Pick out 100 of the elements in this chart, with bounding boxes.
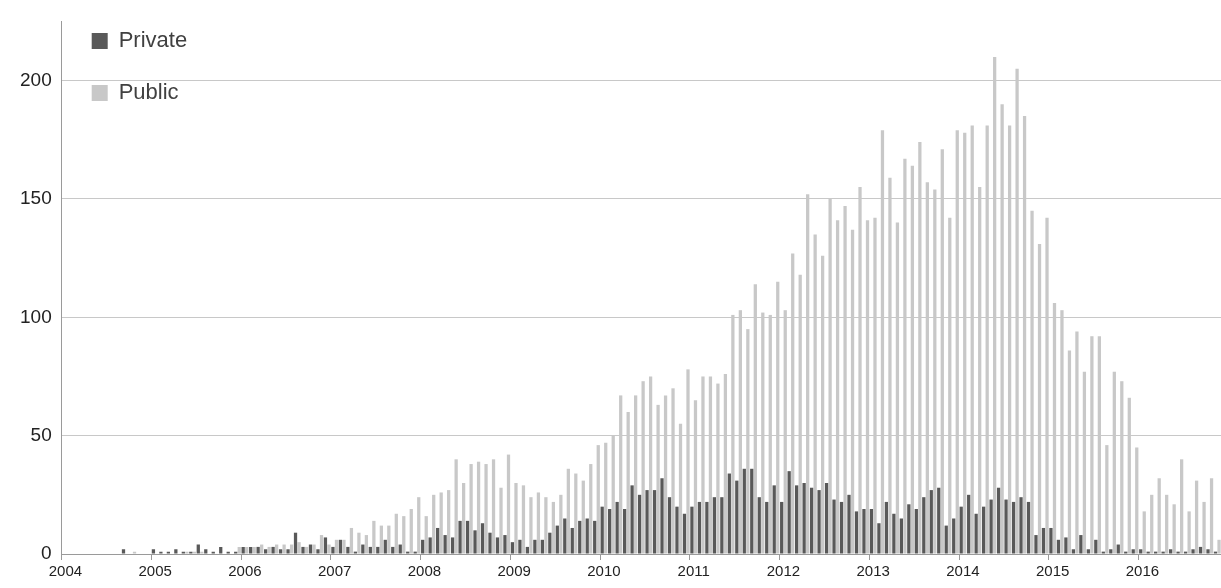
bar <box>772 485 776 554</box>
bar <box>383 539 387 554</box>
bar <box>899 518 903 554</box>
bar <box>432 494 436 554</box>
bar <box>1049 527 1053 554</box>
bar <box>667 497 672 554</box>
bar <box>469 464 473 554</box>
bar <box>907 504 911 554</box>
bar <box>319 535 324 554</box>
bar <box>536 492 541 554</box>
bar <box>491 459 496 554</box>
bar <box>301 546 305 554</box>
bar <box>570 527 574 554</box>
bar <box>757 497 761 554</box>
bar <box>1056 539 1061 554</box>
bar <box>690 506 694 554</box>
bar <box>630 485 634 554</box>
x-tick-label: 2006 <box>228 562 262 580</box>
bar <box>675 506 679 554</box>
bar <box>436 527 440 554</box>
bar <box>1180 459 1184 554</box>
bar <box>839 501 844 554</box>
bar <box>338 539 343 554</box>
bar <box>555 525 559 554</box>
bar <box>1168 549 1173 554</box>
bar <box>869 509 874 554</box>
bar <box>391 546 395 554</box>
bar <box>563 518 567 554</box>
bar <box>331 546 335 554</box>
legend-label: Public <box>118 79 179 105</box>
bar <box>204 549 208 554</box>
bar <box>394 513 398 554</box>
bar <box>615 501 619 554</box>
bar <box>959 506 963 554</box>
x-tick-label: 2008 <box>407 562 442 580</box>
bar <box>1198 546 1203 554</box>
x-tick-label: 2007 <box>318 562 352 580</box>
bar <box>892 513 896 554</box>
x-tick-label: 2015 <box>1036 562 1070 580</box>
bar <box>596 445 600 554</box>
bar <box>937 487 941 554</box>
bar <box>484 464 488 554</box>
bar <box>996 487 1001 554</box>
x-tick-label: 2016 <box>1125 562 1160 580</box>
x-tick-label: 2014 <box>946 562 980 580</box>
y-tick-label: 50 <box>30 423 52 445</box>
bar <box>278 549 283 554</box>
bar <box>944 525 948 554</box>
bar <box>1079 535 1083 554</box>
bar <box>387 525 391 554</box>
bar <box>1131 549 1135 554</box>
x-tick-label: 2004 <box>48 562 83 580</box>
bar <box>551 501 556 554</box>
bar <box>465 520 470 554</box>
x-tick-label: 2009 <box>497 562 531 580</box>
bar <box>376 546 380 554</box>
bar <box>503 535 507 554</box>
bar <box>981 506 986 554</box>
bar <box>289 544 294 554</box>
bar <box>604 442 608 554</box>
bar <box>1187 511 1191 554</box>
bar <box>349 527 354 554</box>
y-tick-label: 200 <box>20 68 52 90</box>
x-tick-label: 2010 <box>587 562 621 580</box>
bar <box>450 537 455 554</box>
bar <box>544 497 548 554</box>
bar <box>914 509 918 554</box>
bar <box>922 497 926 554</box>
bar <box>1109 549 1113 554</box>
bar <box>454 459 458 554</box>
bar <box>439 492 443 554</box>
bar <box>780 501 784 554</box>
bar <box>720 497 724 554</box>
bar <box>518 539 522 554</box>
bar <box>357 532 361 554</box>
bar <box>566 468 570 554</box>
bar <box>506 454 511 554</box>
bar <box>967 494 971 554</box>
bar <box>495 537 500 554</box>
bar <box>316 549 320 554</box>
bar <box>521 485 526 554</box>
bar <box>368 546 372 554</box>
bar <box>548 532 552 554</box>
bar <box>364 535 369 554</box>
bar <box>637 494 642 554</box>
bar <box>461 482 466 554</box>
bar <box>525 546 530 554</box>
bar <box>402 516 406 554</box>
bar <box>1094 539 1098 554</box>
bar <box>476 461 481 554</box>
bar <box>327 544 331 554</box>
bar <box>1026 501 1031 554</box>
bar <box>447 490 451 554</box>
bar <box>929 490 933 554</box>
bar <box>480 523 485 554</box>
bar <box>593 520 597 554</box>
bar <box>263 549 268 554</box>
bar <box>1064 537 1068 554</box>
bar <box>533 539 537 554</box>
bar <box>600 506 604 554</box>
